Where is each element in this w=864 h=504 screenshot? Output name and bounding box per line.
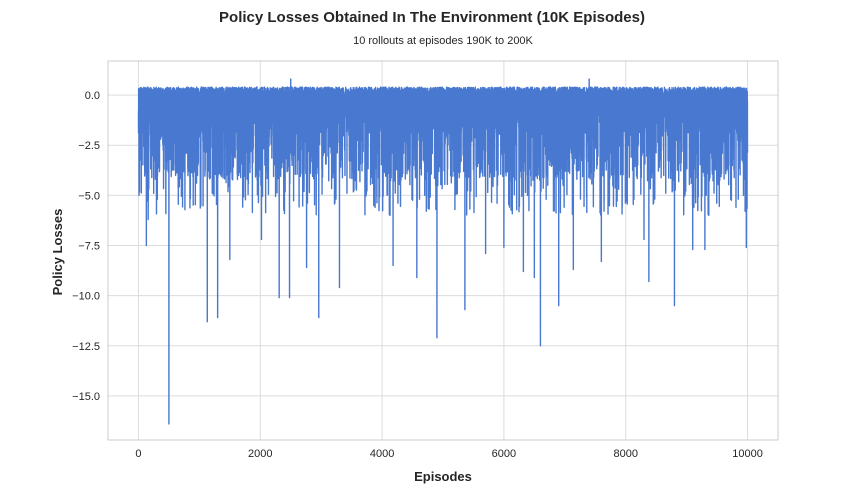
x-tick-label: 4000 xyxy=(370,448,394,460)
x-tick-labels: 0 2000 4000 6000 8000 10000 xyxy=(135,448,762,460)
x-tick-label: 2000 xyxy=(248,448,272,460)
y-tick-label: −15.0 xyxy=(72,391,100,403)
y-axis-label: Policy Losses xyxy=(50,209,65,296)
chart-title: Policy Losses Obtained In The Environmen… xyxy=(219,9,645,26)
chart-subtitle: 10 rollouts at episodes 190K to 200K xyxy=(353,35,533,47)
y-tick-label: −12.5 xyxy=(72,341,100,353)
x-tick-label: 10000 xyxy=(732,448,763,460)
y-tick-labels: 0.0 −2.5 −5.0 −7.5 −10.0 −12.5 −15.0 xyxy=(72,90,100,403)
x-tick-label: 0 xyxy=(135,448,141,460)
y-tick-label: 0.0 xyxy=(85,90,100,102)
x-tick-label: 8000 xyxy=(613,448,637,460)
y-tick-label: −10.0 xyxy=(72,291,100,303)
y-tick-label: −7.5 xyxy=(78,240,100,252)
y-tick-label: −5.0 xyxy=(78,190,100,202)
policy-loss-series-line xyxy=(137,78,749,425)
x-axis-label: Episodes xyxy=(414,469,472,484)
x-tick-label: 6000 xyxy=(492,448,516,460)
y-tick-label: −2.5 xyxy=(78,140,100,152)
plot-frame xyxy=(107,60,779,441)
